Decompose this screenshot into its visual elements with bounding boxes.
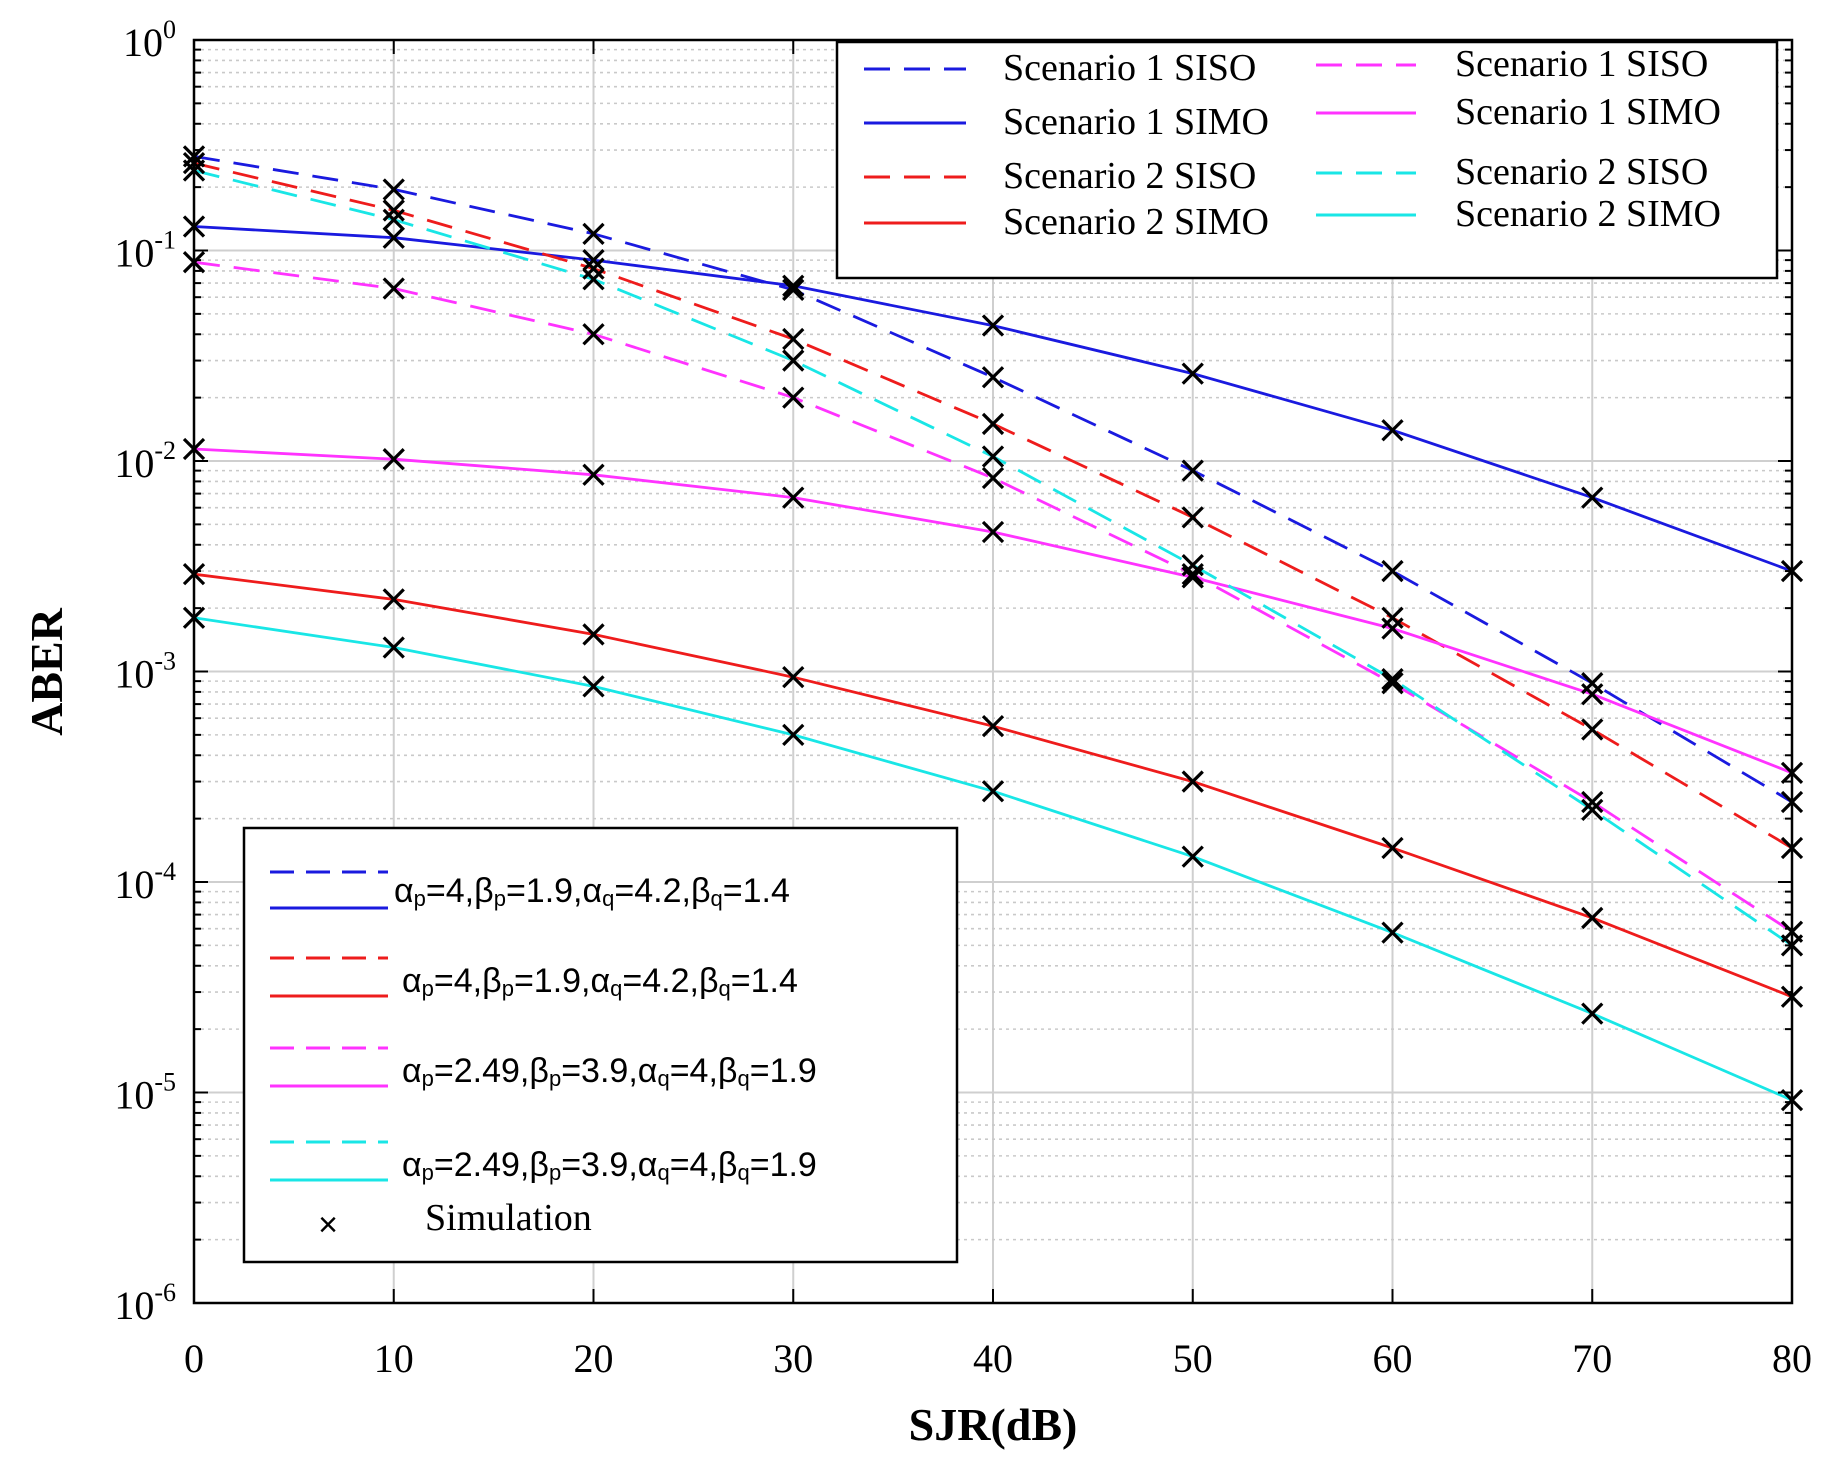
legend-top-label: Scenario 1 SIMO [1455,91,1721,133]
sim-marker [1181,362,1204,385]
sim-marker [1181,770,1204,793]
sim-marker [782,723,805,746]
y-tick-label: 10-3 [114,647,176,697]
axis-ticks [193,39,1793,1304]
sim-marker [582,268,605,291]
legend-bottom-params: αp=4,βp=1.9,αq=4.2,βq=1.4 [394,872,790,911]
sim-marker [382,448,405,471]
legend-top-label: Scenario 1 SISO [1003,47,1256,89]
sim-marker [782,327,805,351]
sim-marker [382,636,405,659]
sim-marker [981,366,1005,389]
y-tick-label: 10-4 [114,857,176,907]
sim-marker [981,466,1005,490]
sim-marker [1181,506,1204,529]
sim-marker [1181,459,1204,482]
sim-marker [382,178,405,201]
sim-marker [1381,836,1404,860]
sim-marker [981,520,1005,544]
sim-marker [1381,672,1404,695]
legend-simulation-marker: × [318,1206,338,1244]
x-tick-label: 30 [773,1336,813,1381]
legend-top: Scenario 1 SISO Scenario 1 SIMO Scenario 2… [835,40,1779,280]
sim-marker [582,222,605,245]
legend-bottom: αp=4,βp=1.9,αq=4.2,βq=1.4 αp=4,βp=1.9,αq=… [242,826,959,1264]
sim-marker [782,274,805,297]
sim-marker [1381,559,1404,583]
sim-marker [382,199,405,222]
sim-marker [1181,563,1204,586]
legend-bottom-params: αp=4,βp=1.9,αq=4.2,βq=1.4 [402,962,798,1001]
sim-marker [1581,486,1604,509]
sim-marker [981,412,1005,436]
y-tick-label: 100 [123,15,176,65]
y-tick-label: 10-2 [114,436,176,486]
x-tick-label: 60 [1373,1336,1413,1381]
sim-marker [1581,906,1604,930]
sim-marker [782,278,805,302]
sim-marker [1581,718,1604,741]
sim-marker [782,486,805,509]
legend-top-label: Scenario 2 SISO [1455,151,1708,193]
sim-marker [1581,683,1604,706]
sim-marker [1581,790,1604,814]
sim-marker [782,349,805,372]
sim-marker [582,249,605,272]
x-tick-label: 20 [574,1336,614,1381]
sim-marker [1381,921,1404,944]
x-tick-label: 10 [374,1336,414,1381]
legend-top-label: Scenario 2 SISO [1003,155,1256,197]
legend-bottom-box [242,826,959,1264]
y-tick-labels: 100 10-1 10-2 10-3 10-4 10-5 10-6 [114,15,176,1328]
sim-marker [981,445,1005,468]
legend-top-box [835,40,1779,280]
sim-marker [582,323,605,346]
sim-marker [1181,845,1204,868]
sim-marker [1381,606,1404,629]
sim-marker [1381,419,1404,442]
sim-marker [1581,1002,1604,1025]
x-tick-label: 50 [1173,1336,1213,1381]
legend-simulation-label: Simulation [425,1197,592,1239]
sim-marker [382,226,405,249]
sim-marker [981,780,1005,803]
sim-marker [582,675,605,698]
sim-marker [1181,554,1204,577]
x-tick-labels: 0 10 20 30 40 50 60 70 80 [184,1336,1812,1381]
x-tick-label: 40 [973,1336,1013,1381]
sim-marker [582,257,605,280]
x-tick-label: 80 [1772,1336,1812,1381]
x-axis-title: SJR(dB) [909,1399,1078,1450]
sim-marker [1581,672,1604,695]
legend-bottom-params: αp=2.49,βp=3.9,αq=4,βq=1.9 [402,1052,817,1091]
sim-marker [1381,667,1404,691]
sim-marker [382,277,405,300]
y-tick-label: 10-6 [114,1278,176,1328]
legend-top-label: Scenario 2 SIMO [1455,193,1721,235]
sim-marker [782,666,805,689]
x-tick-label: 0 [184,1336,204,1381]
y-axis-title: ABER [21,607,72,736]
sim-marker [582,623,605,646]
x-tick-label: 70 [1572,1336,1612,1381]
sim-marker [582,463,605,486]
sim-marker [1581,798,1604,822]
sim-marker [1381,617,1404,640]
sim-marker [981,715,1005,738]
sim-marker [782,386,805,409]
sim-marker [382,588,405,611]
legend-top-label: Scenario 2 SIMO [1003,201,1269,243]
y-tick-label: 10-1 [114,226,176,276]
simulation-markers [182,145,1804,1112]
sim-marker [981,314,1005,337]
sim-marker [382,208,405,231]
legend-top-label: Scenario 1 SISO [1455,43,1708,85]
y-tick-label: 10-5 [114,1068,176,1118]
legend-top-label: Scenario 1 SIMO [1003,101,1269,143]
legend-bottom-params: αp=2.49,βp=3.9,αq=4,βq=1.9 [402,1146,817,1185]
